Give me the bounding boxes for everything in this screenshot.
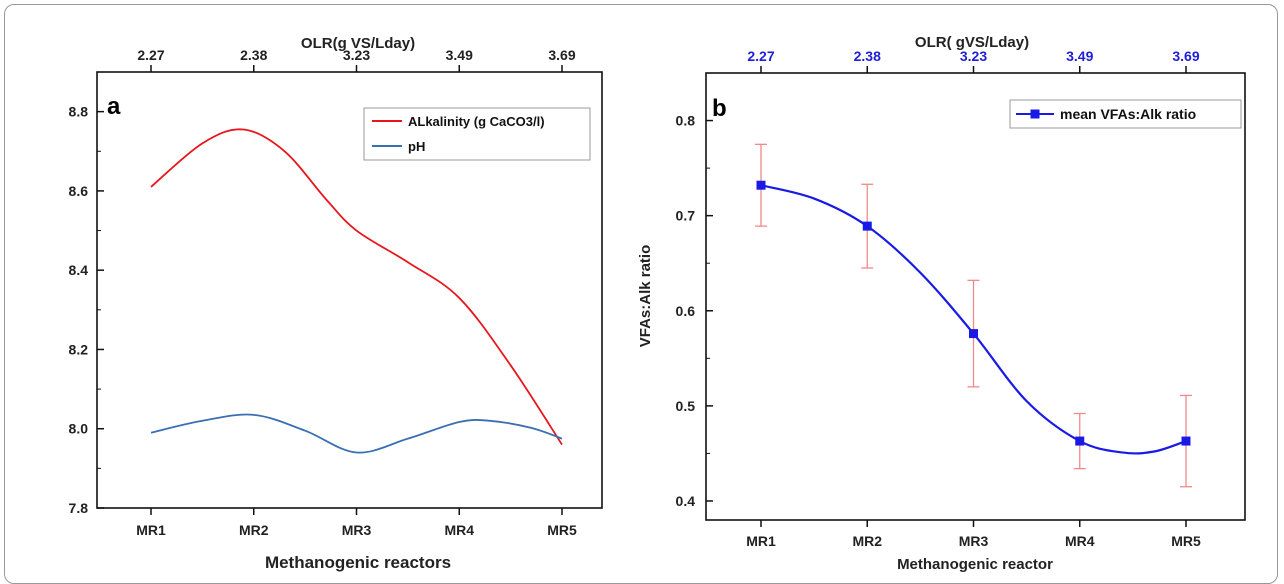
legend-label-ph: pH (408, 139, 425, 154)
x-tick-label: MR2 (239, 522, 269, 538)
x-axis-a: MR1 MR2 MR3 MR4 MR5 (136, 508, 577, 538)
panel-label-b: b (712, 95, 727, 122)
error-bars-b (755, 143, 1192, 488)
chart-panel-b: b OLR( gVS/Lday) Methanogenic reactor VF… (637, 34, 1246, 573)
top-tick-label: 3.23 (343, 47, 370, 63)
chart-panel-a: a OLR(g VS/Lday) Methanogenic reactors 7… (69, 35, 603, 572)
y-tick-label: 8.4 (69, 262, 89, 278)
top-tick-label: 3.69 (1172, 48, 1199, 64)
data-point (1075, 436, 1085, 446)
data-point (756, 180, 766, 190)
top-tick-label: 3.49 (1066, 48, 1093, 64)
top-axis-b: 2.27 2.38 3.23 3.49 3.69 (747, 48, 1200, 73)
series-group-a (150, 128, 563, 454)
x-axis-title-b: Methanogenic reactor (897, 556, 1053, 573)
top-tick-label: 2.38 (240, 47, 267, 63)
top-tick-label: 3.23 (960, 48, 987, 64)
panel-label-a: a (107, 93, 121, 120)
y-tick-label: 0.5 (676, 398, 696, 414)
top-tick-label: 3.49 (446, 47, 473, 63)
series-line-alkalinity (150, 128, 563, 446)
data-point (1181, 436, 1191, 446)
y-tick-label: 0.8 (676, 113, 696, 129)
legend-label-alkalinity: ALkalinity (g CaCO3/l) (408, 114, 545, 129)
x-tick-label: MR1 (746, 533, 776, 549)
legend-box-a (363, 107, 591, 161)
top-tick-label: 2.27 (747, 48, 774, 64)
x-tick-label: MR5 (547, 522, 577, 538)
data-point (969, 329, 978, 339)
x-tick-label: MR4 (444, 522, 474, 538)
x-tick-label: MR1 (136, 522, 166, 538)
y-tick-label: 8.6 (69, 183, 89, 199)
x-tick-label: MR3 (342, 522, 372, 538)
y-axis-b: 0.4 0.5 0.6 0.7 0.8 (676, 113, 713, 509)
y-axis-a: 7.8 8.0 8.2 8.4 8.6 8.8 (69, 71, 104, 516)
top-tick-label: 3.69 (548, 47, 575, 63)
series-group-b (756, 180, 1191, 455)
x-axis-title-a: Methanogenic reactors (265, 553, 451, 572)
plot-area-a (96, 71, 603, 509)
x-axis-b: MR1 MR2 MR3 MR4 MR5 (746, 520, 1201, 549)
y-tick-label: 8.8 (69, 104, 89, 120)
y-tick-label: 8.0 (69, 421, 89, 437)
y-tick-label: 7.8 (69, 500, 89, 516)
data-point (862, 221, 872, 231)
y-axis-title-b: VFAs:Alk ratio (637, 245, 654, 348)
y-tick-label: 0.7 (676, 208, 696, 224)
y-tick-label: 8.2 (69, 341, 89, 357)
plot-area-b (705, 72, 1246, 521)
x-tick-label: MR5 (1171, 533, 1201, 549)
top-axis-title-a: OLR(g VS/Lday) (301, 35, 415, 52)
legend-label-mean-ratio: mean VFAs:Alk ratio (1060, 106, 1196, 122)
y-tick-label: 0.4 (676, 493, 696, 509)
series-line-mean-ratio (760, 184, 1187, 455)
x-tick-label: MR2 (852, 533, 882, 549)
top-axis-a: 2.27 2.38 3.23 3.49 3.69 (137, 47, 576, 72)
series-line-ph (150, 413, 563, 454)
top-axis-title-b: OLR( gVS/Lday) (915, 34, 1029, 51)
legend-b: mean VFAs:Alk ratio (1009, 99, 1242, 129)
top-tick-label: 2.27 (137, 47, 164, 63)
y-tick-label: 0.6 (676, 303, 696, 319)
legend-marker-mean-ratio (1030, 109, 1040, 119)
legend-a: ALkalinity (g CaCO3/l) pH (363, 107, 591, 161)
x-tick-label: MR4 (1065, 533, 1095, 549)
x-tick-label: MR3 (959, 533, 989, 549)
top-tick-label: 2.38 (854, 48, 881, 64)
